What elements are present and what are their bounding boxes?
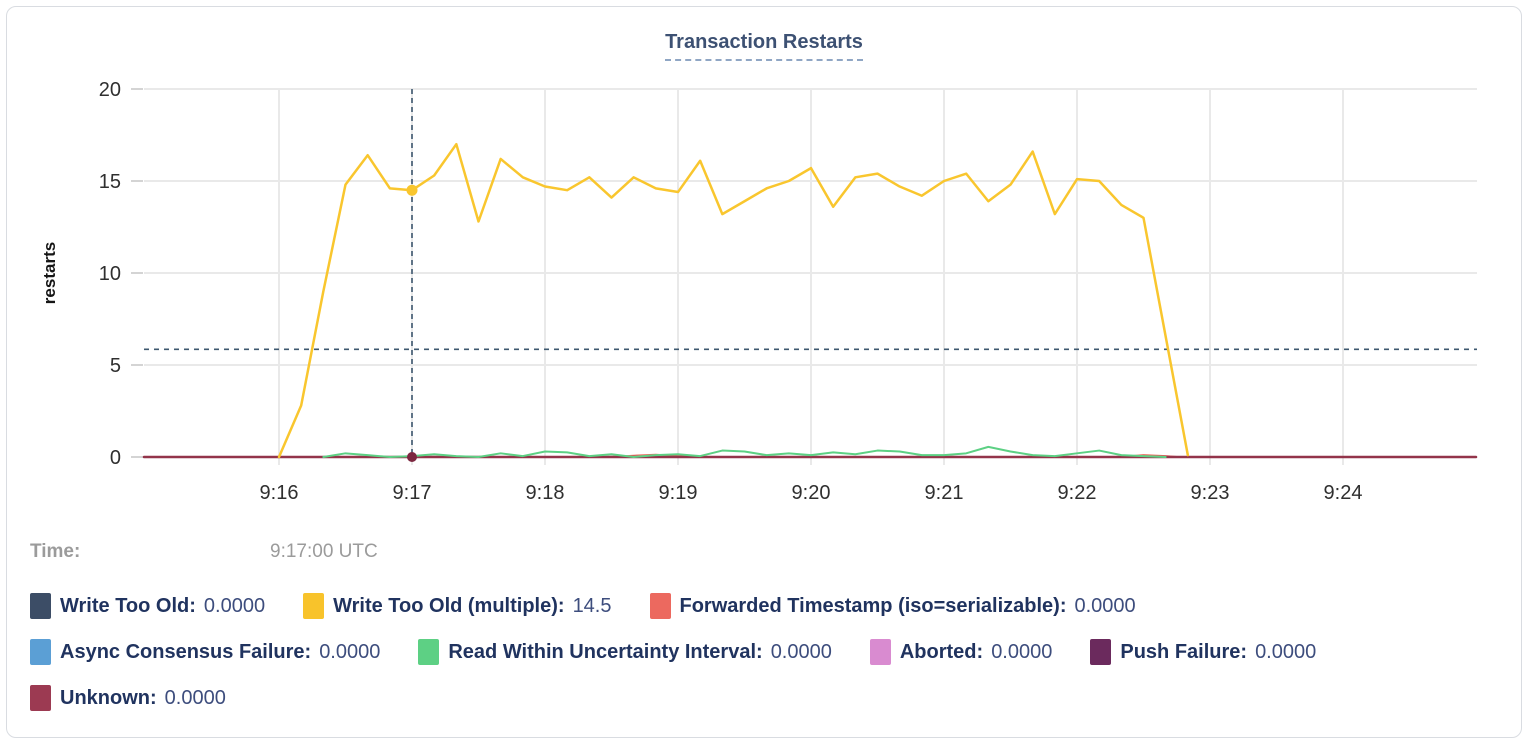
y-tick-label: 15 (99, 171, 121, 193)
legend-label: Push Failure: (1120, 640, 1248, 663)
y-tick-label: 10 (99, 263, 121, 285)
legend-label: Read Within Uncertainty Interval: (448, 640, 763, 663)
y-tick-label: 0 (110, 447, 121, 469)
hover-dot-unknown (407, 452, 417, 462)
legend-value: 0.0000 (164, 686, 226, 709)
hover-dot-write-too-old-multiple (406, 184, 418, 196)
legend-item-unknown: Unknown: 0.0000 (30, 685, 226, 711)
x-tick-label: 9:17 (393, 482, 432, 504)
x-tick-label: 9:16 (260, 482, 299, 504)
legend-item-aborted: Aborted: 0.0000 (869, 639, 1053, 665)
transaction-restarts-chart[interactable]: 0 5 10 15 20 9:16 9:17 9:18 9:19 9:20 9:21 9:22 9:23… (7, 62, 1528, 522)
legend-item-read-within-uncertainty-interval: Read Within Uncertainty Interval: 0.0000 (418, 639, 832, 665)
x-tick-label: 9:18 (526, 482, 565, 504)
legend-swatch (30, 593, 51, 619)
chart-title-wrap: Transaction Restarts (7, 31, 1521, 61)
legend-label: Write Too Old: (60, 594, 196, 617)
hover-time-row: Time: 9:17:00 UTC (30, 541, 378, 563)
y-axis-label: restarts (40, 242, 59, 304)
legend-swatch (303, 593, 325, 619)
legend-item-forwarded-timestamp-iso-serializable: Forwarded Timestamp (iso=serializable): 0… (649, 593, 1136, 619)
y-tick-label: 20 (99, 79, 121, 101)
chart-title[interactable]: Transaction Restarts (665, 31, 863, 61)
legend-item-write-too-old: Write Too Old: 0.0000 (30, 593, 265, 619)
legend-swatch (649, 593, 671, 619)
legend-value: 14.5 (572, 594, 612, 617)
legend-row-3: Unknown: 0.0000 (30, 685, 1505, 711)
legend-row-2: Async Consensus Failure: 0.0000 Read Withi… (30, 639, 1505, 665)
legend-swatch (869, 639, 891, 665)
x-tick-label: 9:24 (1324, 482, 1363, 504)
x-tick-label: 9:22 (1058, 482, 1097, 504)
hover-time-value: 9:17:00 UTC (270, 541, 378, 562)
legend-value: 0.0000 (1074, 594, 1136, 617)
x-tick-label: 9:23 (1191, 482, 1230, 504)
series-line-read-within-uncertainty-interval (322, 445, 1167, 458)
series-line-write-too-old-multiple (277, 142, 1190, 459)
legend-swatch (1090, 639, 1112, 665)
x-tick-label: 9:20 (792, 482, 831, 504)
legend-label: Forwarded Timestamp (iso=serializable): (679, 594, 1067, 617)
legend-value: 0.0000 (203, 594, 266, 617)
x-tick-label: 9:21 (925, 482, 964, 504)
legend-swatch (418, 639, 440, 665)
legend-value: 0.0000 (770, 640, 832, 663)
chart-card: Transaction Restarts 0 5 10 15 20 9:16 9:17 9:1… (6, 6, 1522, 738)
legend-value: 0.0000 (319, 640, 381, 663)
x-tick-label: 9:19 (659, 482, 698, 504)
legend-item-write-too-old-multiple: Write Too Old (multiple): 14.5 (303, 593, 612, 619)
legend-label: Aborted: (899, 640, 984, 663)
legend-label: Write Too Old (multiple): (333, 594, 565, 617)
legend-swatch (30, 685, 51, 711)
legend-item-push-failure: Push Failure: 0.0000 (1090, 639, 1316, 665)
y-tick-label: 5 (110, 355, 121, 377)
chart-legend: Write Too Old: 0.0000 Write Too Old (multi… (30, 593, 1505, 731)
legend-row-1: Write Too Old: 0.0000 Write Too Old (multi… (30, 593, 1505, 619)
legend-swatch (30, 639, 51, 665)
hover-time-label: Time: (30, 541, 81, 562)
legend-item-async-consensus-failure: Async Consensus Failure: 0.0000 (30, 639, 380, 665)
legend-value: 0.0000 (1255, 640, 1317, 663)
legend-label: Async Consensus Failure: (60, 640, 312, 663)
legend-value: 0.0000 (991, 640, 1053, 663)
legend-label: Unknown: (60, 686, 157, 709)
